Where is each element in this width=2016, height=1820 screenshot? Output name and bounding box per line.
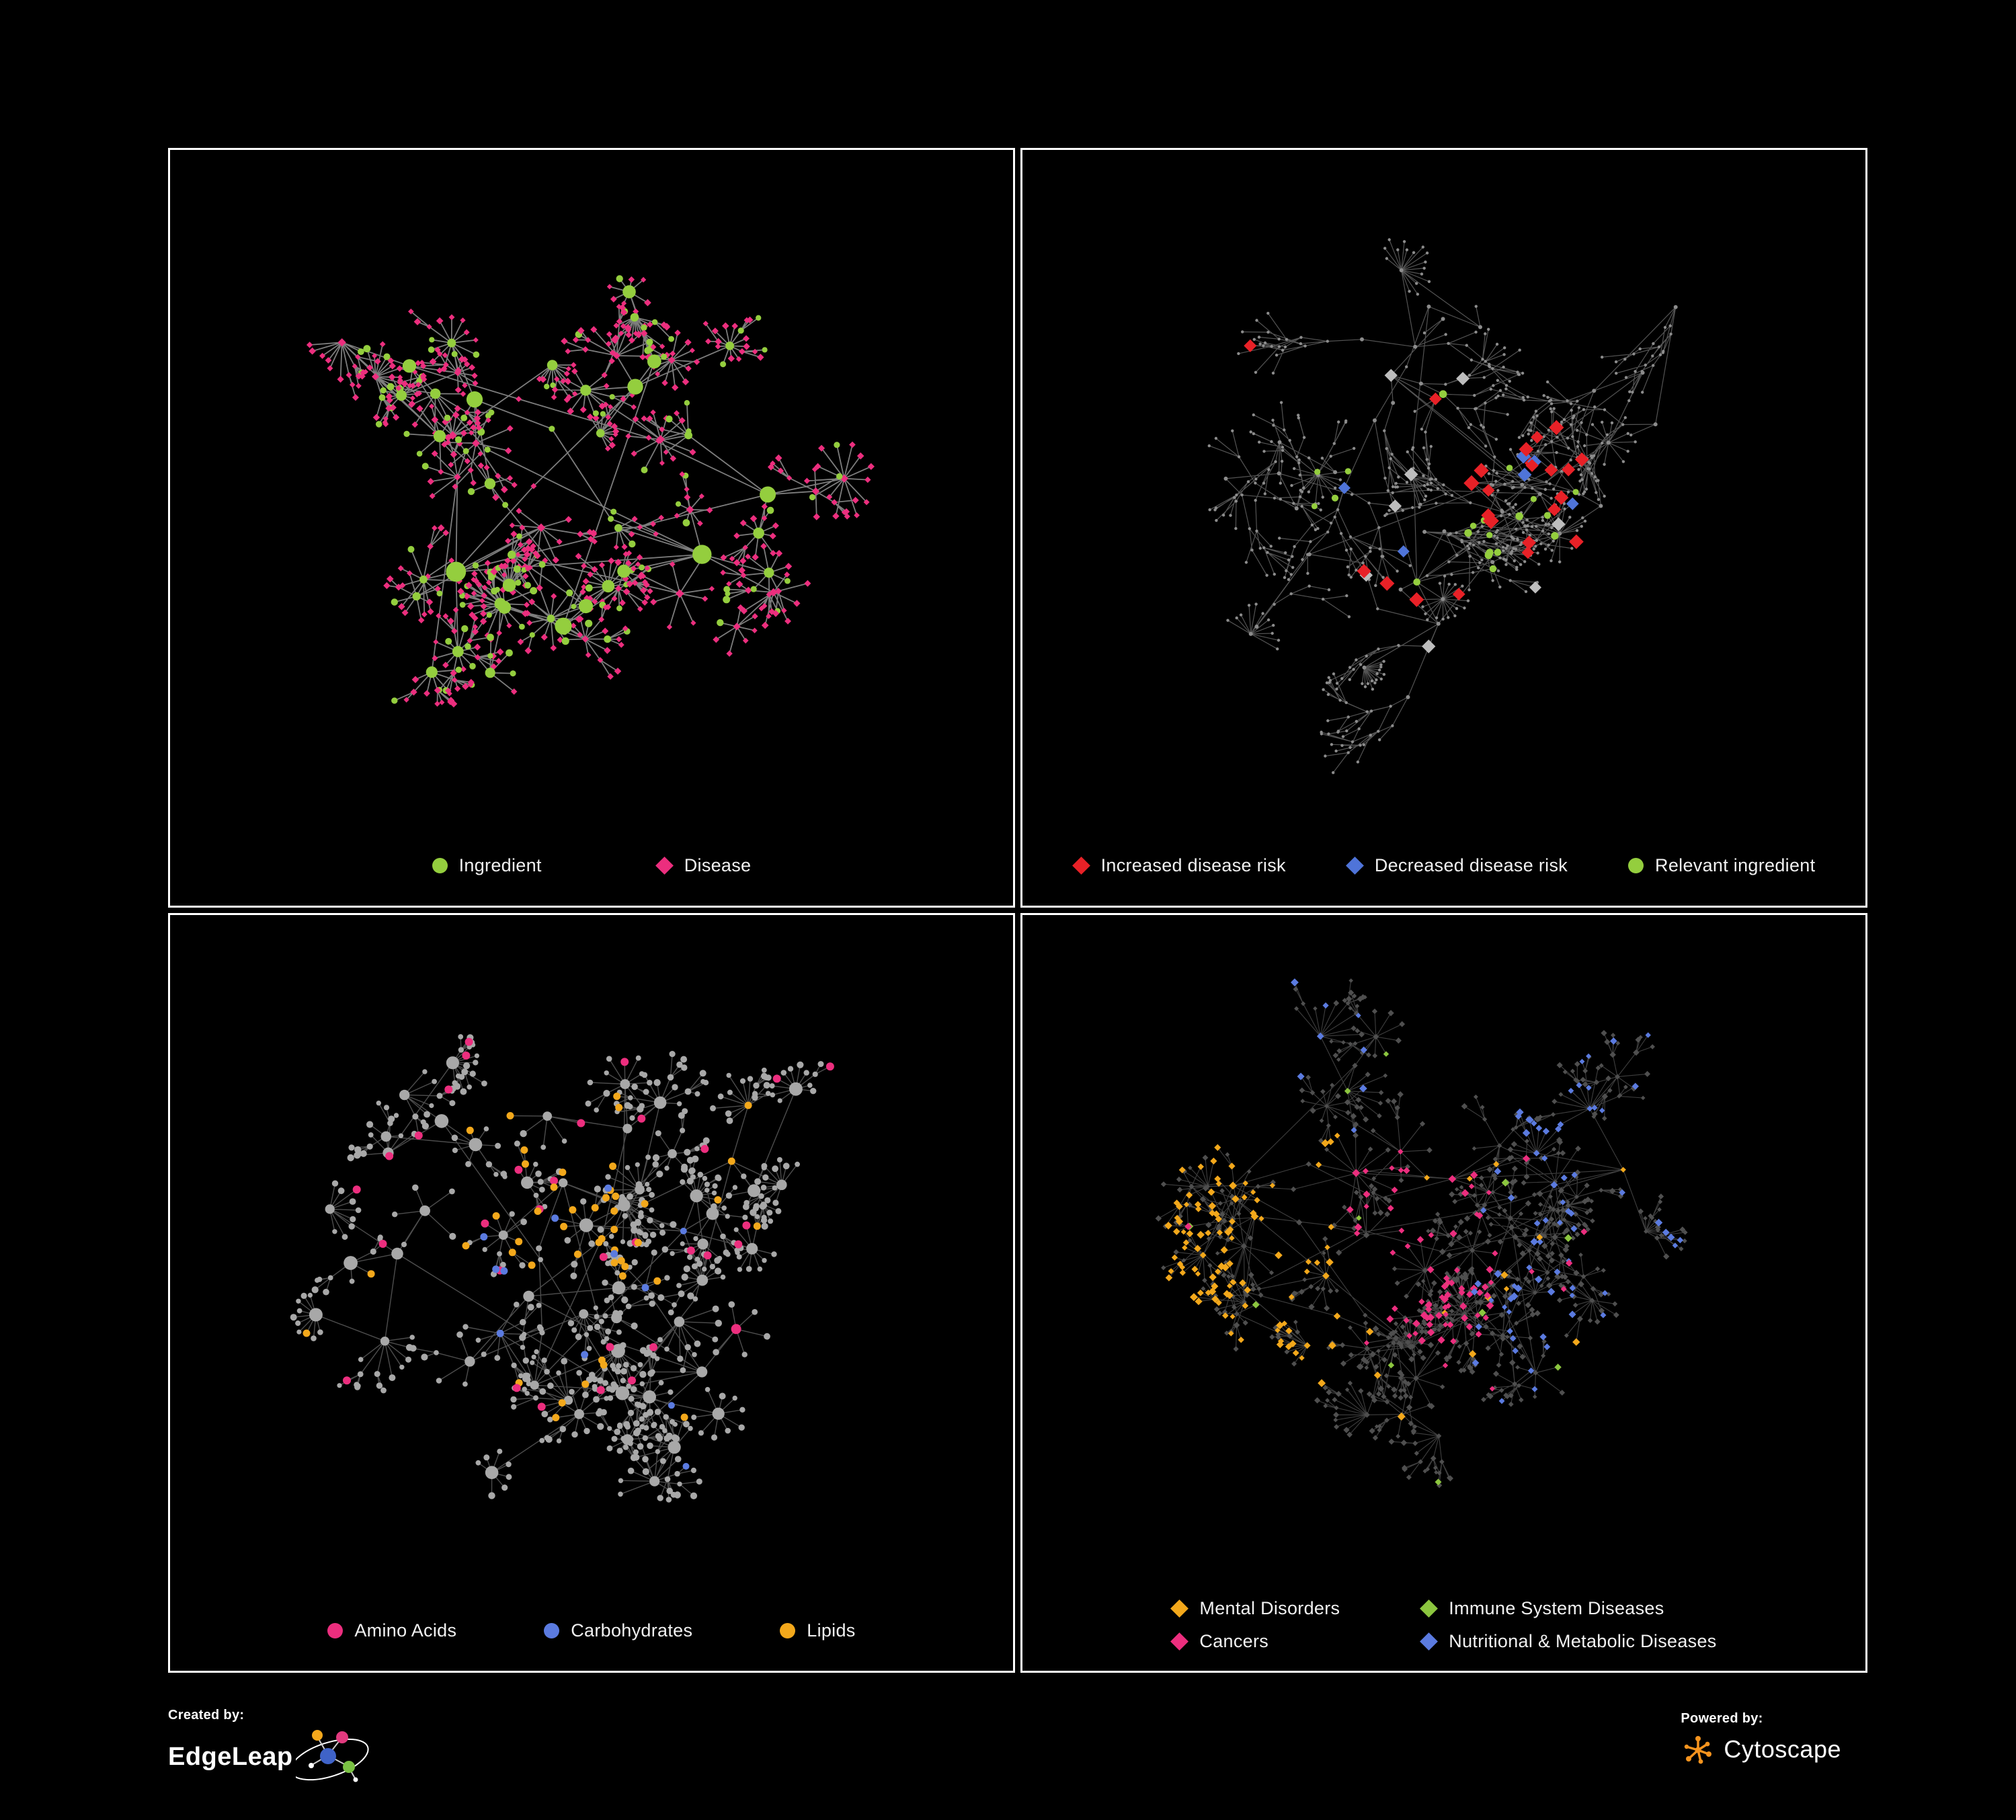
network-svg-ingredient-disease [306,275,875,708]
cytoscape-network-icon [1685,1736,1712,1764]
network-svg-disease-categories [1155,978,1688,1489]
legend-item-ingredient: Ingredient [432,855,542,876]
diamond-swatch [1072,857,1090,875]
legend-item-increased-disease-risk: Increased disease risk [1072,855,1286,876]
panel-disease-risk-network: Increased disease risk Decreased disease … [1020,148,1867,908]
created-by-label: Created by: [168,1708,245,1723]
legend-item-relevant-ingredient: Relevant ingredient [1628,855,1815,876]
powered-by-block: Powered by: [1681,1711,1841,1767]
network-graph-ingredient-disease [170,150,1013,830]
diamond-swatch [655,857,674,875]
legend-item-amino-acids: Amino Acids [327,1620,456,1641]
legend-item-carbohydrates: Carbohydrates [544,1620,692,1641]
cytoscape-wordmark: Cytoscape [1724,1735,1841,1763]
panel-grid: Ingredient Disease Increased disease risk… [168,148,1867,1673]
legend-label: Amino Acids [354,1620,457,1640]
network-svg-nutrients [290,1034,834,1503]
legend-disease-categories: Mental Disorders Immune System Diseases Ca… [1022,1598,1865,1652]
circle-swatch [544,1623,560,1638]
legend-label: Increased disease risk [1100,855,1286,875]
legend-item-decreased-disease-risk: Decreased disease risk [1345,855,1568,876]
panel-ingredient-disease-network: Ingredient Disease [168,148,1015,908]
cytoscape-logo: Cytoscape [1681,1732,1841,1767]
diamond-swatch [1420,1632,1439,1651]
legend-label: Immune System Diseases [1449,1598,1664,1618]
legend-label: Ingredient [458,855,542,875]
legend-nutrients: Amino Acids Carbohydrates Lipids [170,1620,1013,1641]
legend-item-disease: Disease [655,855,752,876]
diamond-swatch [1170,1599,1189,1618]
legend-label: Lipids [807,1620,856,1640]
network-svg-disease-risk [1207,238,1678,775]
legend-item-nutritional-metabolic-diseases: Nutritional & Metabolic Diseases [1420,1631,1716,1652]
diamond-swatch [1420,1599,1439,1618]
legend-label: Cancers [1199,1631,1269,1651]
legend-item-cancers: Cancers [1170,1631,1340,1652]
network-graph-disease-risk [1022,150,1865,830]
legend-disease-risk: Increased disease risk Decreased disease … [1022,855,1865,876]
network-graph-disease-categories [1022,915,1865,1595]
edgeleap-logo: EdgeLeap [168,1725,375,1789]
circle-swatch [327,1623,344,1638]
edgeleap-wordmark: EdgeLeap [168,1742,293,1771]
legend-label: Nutritional & Metabolic Diseases [1449,1631,1717,1651]
legend-label: Decreased disease risk [1374,855,1568,875]
created-by-block: Created by: EdgeLeap [168,1708,375,1789]
legend-label: Mental Disorders [1199,1598,1340,1618]
circle-swatch [780,1623,796,1638]
panel-disease-categories-network: Mental Disorders Immune System Diseases Ca… [1020,913,1867,1673]
edgeleap-network-icon [295,1730,369,1782]
edgeleap-dot-green [342,1761,355,1773]
panel-nutrients-network: Amino Acids Carbohydrates Lipids [168,913,1015,1673]
legend-item-mental-disorders: Mental Disorders [1170,1598,1340,1619]
edgeleap-dot-blue [319,1748,336,1764]
legend-ingredient-disease: Ingredient Disease [170,855,1013,876]
legend-label: Disease [684,855,752,875]
legend-label: Carbohydrates [571,1620,693,1640]
network-graph-nutrients [170,915,1013,1595]
diamond-swatch [1170,1632,1189,1651]
legend-item-lipids: Lipids [780,1620,855,1641]
circle-swatch [432,858,448,873]
edgeleap-dot-pink [335,1731,348,1743]
legend-label: Relevant ingredient [1655,855,1816,875]
edgeleap-dot-orange [311,1730,323,1741]
legend-item-immune-system-diseases: Immune System Diseases [1420,1598,1716,1619]
powered-by-label: Powered by: [1681,1711,1763,1726]
circle-swatch [1628,858,1644,873]
diamond-swatch [1345,857,1364,875]
